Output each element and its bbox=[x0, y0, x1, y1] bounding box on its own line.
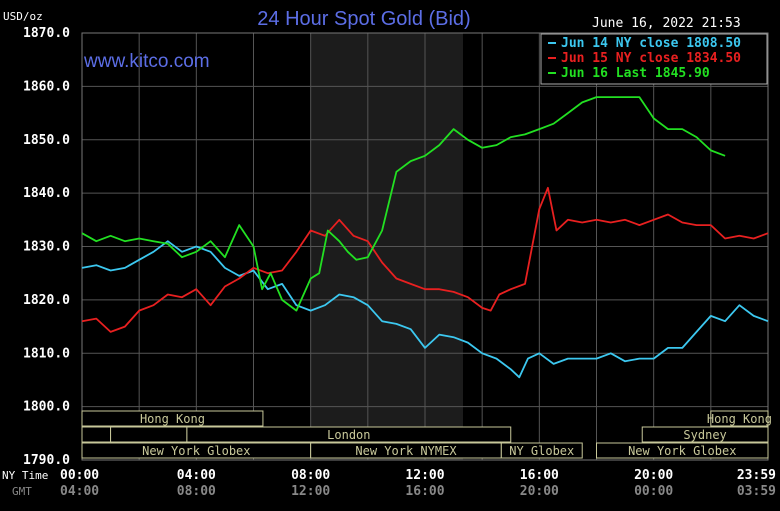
y-tick-label: 1790.0 bbox=[23, 453, 70, 468]
session-box bbox=[81, 410, 264, 427]
x-tick-label-ny: 16:00 bbox=[520, 468, 559, 483]
y-tick-labels: 1870.0 1860.0 1850.0 1840.0 1830.0 1820.0 1810… bbox=[23, 26, 70, 468]
y-tick-label: 1810.0 bbox=[23, 346, 70, 361]
session-label: NY Globex bbox=[509, 444, 574, 458]
y-tick-label: 1870.0 bbox=[23, 26, 70, 41]
legend-entry: Jun 16 Last 1845.90 bbox=[561, 66, 710, 81]
x-tick-label-gmt: 04:00 bbox=[60, 484, 99, 499]
session-label: New York Globex bbox=[142, 444, 250, 458]
series-line-1 bbox=[81, 186, 769, 333]
timestamp: June 16, 2022 21:53 bbox=[592, 16, 741, 31]
session-box bbox=[500, 442, 583, 459]
x-tick-label-ny: 00:00 bbox=[60, 468, 99, 483]
x-tick-label-ny: 20:00 bbox=[634, 468, 673, 483]
y-tick-label: 1840.0 bbox=[23, 186, 70, 201]
session-label: New York NYMEX bbox=[355, 444, 457, 458]
x-tick-label-gmt: 16:00 bbox=[405, 484, 444, 499]
x-tick-label-gmt: 08:00 bbox=[177, 484, 216, 499]
legend-box bbox=[540, 33, 768, 85]
x-tick-label-gmt: 03:59 bbox=[737, 484, 776, 499]
gmt-row-label: GMT bbox=[12, 485, 32, 498]
series-line-2 bbox=[81, 96, 726, 312]
y-axis-unit: USD/oz bbox=[3, 10, 43, 23]
y-tick-label: 1850.0 bbox=[23, 133, 70, 148]
legend-entry: Jun 14 NY close 1808.50 bbox=[561, 36, 741, 51]
x-tick-label-gmt: 12:00 bbox=[291, 484, 330, 499]
session-box bbox=[596, 442, 769, 459]
chart-title: 24 Hour Spot Gold (Bid) bbox=[257, 8, 470, 30]
x-tick-label-ny: 12:00 bbox=[405, 468, 444, 483]
y-tick-label: 1860.0 bbox=[23, 79, 70, 94]
y-tick-label: 1820.0 bbox=[23, 293, 70, 308]
plot-frame bbox=[81, 32, 769, 461]
ny-time-row-label: NY Time bbox=[2, 469, 48, 482]
y-tick-label: 1830.0 bbox=[23, 240, 70, 255]
session-box bbox=[710, 410, 769, 427]
series-line-0 bbox=[81, 240, 769, 379]
x-tick-label-ny: 04:00 bbox=[177, 468, 216, 483]
x-tick-label-gmt: 20:00 bbox=[520, 484, 559, 499]
session-label: New York Globex bbox=[628, 444, 736, 458]
x-tick-label-gmt: 00:00 bbox=[634, 484, 673, 499]
session-box bbox=[186, 426, 512, 443]
brand-watermark: www.kitco.com bbox=[83, 51, 210, 72]
session-box bbox=[641, 426, 769, 443]
sessions-layer: Hong Kong London New York Globex New York N… bbox=[81, 410, 772, 459]
session-label: Hong Kong bbox=[140, 412, 205, 426]
x-tick-labels: 00:0004:0004:0008:0008:0012:0012:0016:00… bbox=[60, 468, 776, 499]
session-label: Hong Kong bbox=[707, 412, 772, 426]
session-box bbox=[110, 426, 188, 443]
session-label: Sydney bbox=[683, 428, 726, 442]
y-tick-label: 1800.0 bbox=[23, 400, 70, 415]
x-tick-label-ny: 08:00 bbox=[291, 468, 330, 483]
legend-entry: Jun 15 NY close 1834.50 bbox=[561, 51, 741, 66]
session-box bbox=[81, 426, 112, 443]
series-layer bbox=[81, 96, 769, 379]
session-label: London bbox=[327, 428, 370, 442]
x-tick-label-ny: 23:59 bbox=[737, 468, 776, 483]
